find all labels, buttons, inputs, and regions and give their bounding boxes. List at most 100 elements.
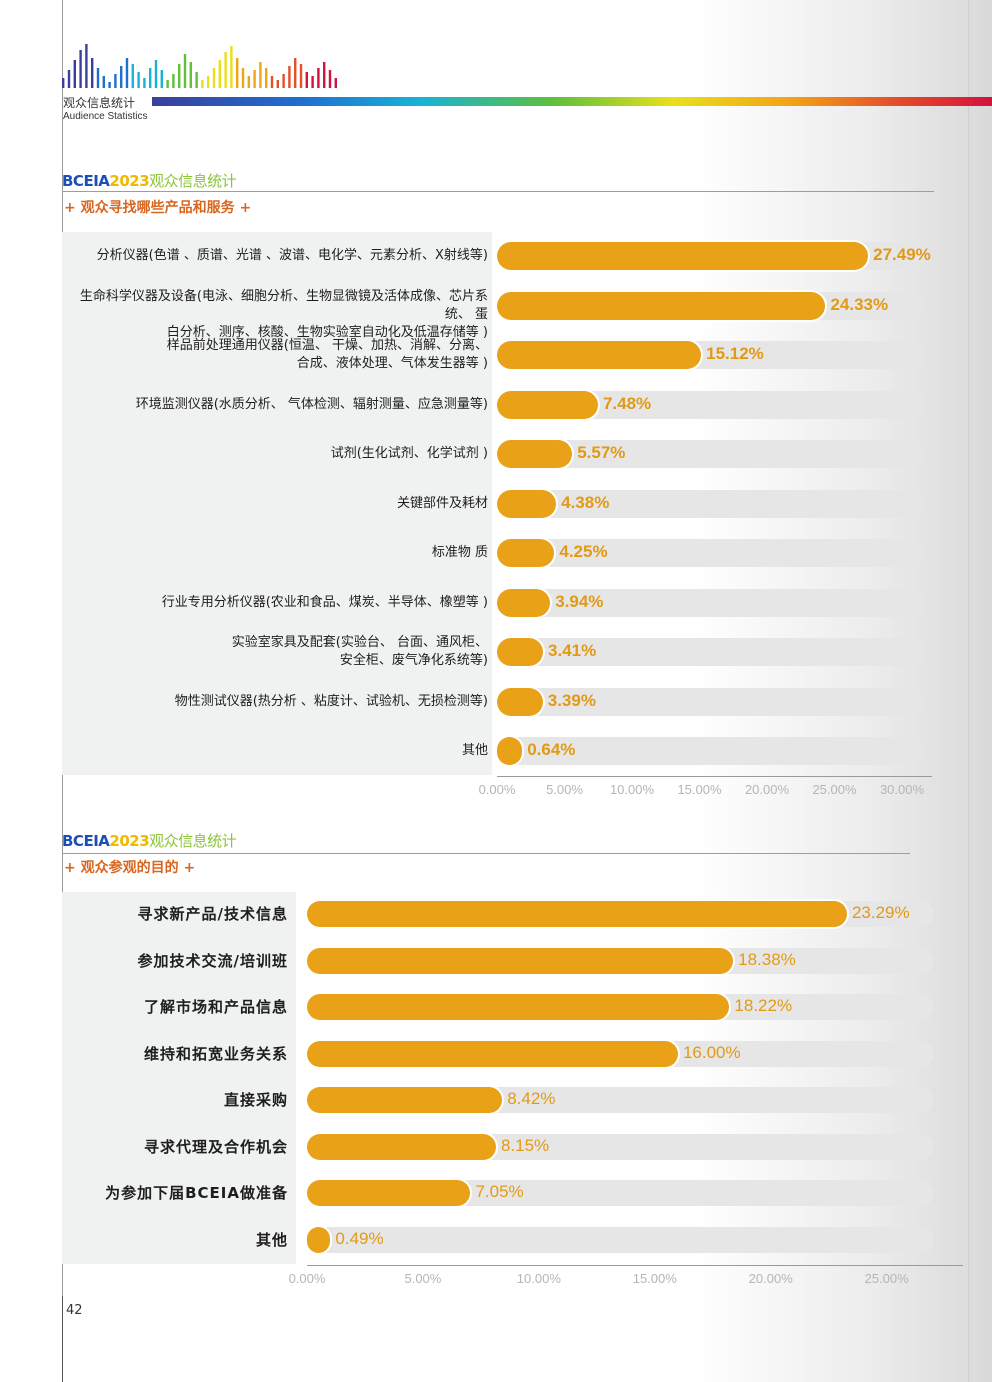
section1-year: 2023 [109, 172, 150, 190]
data-bar [497, 489, 557, 518]
category-label: 维持和拓宽业务关系 [143, 1044, 288, 1063]
category-label: 寻求代理及合作机会 [143, 1137, 288, 1156]
logo-bar [253, 70, 256, 88]
logo-bar [108, 82, 111, 88]
value-label: 4.38% [561, 492, 610, 512]
logo-bar [334, 78, 337, 88]
category-label: 分析仪器(色谱 、质谱、光谱 、波谱、电化学、元素分析、X射线等) [96, 248, 488, 263]
category-label: 了解市场和产品信息 [143, 998, 288, 1016]
logo-bar [317, 68, 320, 88]
data-bar [307, 1133, 496, 1160]
chart1-label-panel [62, 232, 492, 775]
category-label: 其他 [461, 743, 488, 758]
value-label: 3.41% [548, 641, 597, 660]
data-bar [497, 638, 544, 666]
logo-bar [328, 70, 332, 88]
value-label: 8.42% [507, 1089, 556, 1108]
logo-bar [149, 68, 152, 88]
bar-track [497, 638, 924, 666]
value-label: 7.05% [475, 1182, 524, 1201]
logo-bar [125, 58, 129, 88]
x-tick-label: 5.00% [546, 782, 583, 797]
logo-bar [201, 80, 204, 88]
category-label: 物性测试仪器(热分析 、粘度计、试验机、无损检测等) [174, 693, 488, 709]
logo-bar [207, 76, 210, 88]
logo-bar [183, 54, 187, 88]
logo-bar [299, 64, 303, 88]
bar-track [497, 687, 924, 716]
data-bar [307, 1180, 471, 1206]
x-axis-line [307, 1265, 963, 1266]
x-tick-label: 10.00% [609, 782, 655, 797]
section2-brand: BCEIA [62, 832, 110, 850]
logo-bar [79, 50, 82, 88]
value-label: 5.57% [577, 443, 626, 462]
value-label: 15.12% [706, 344, 764, 363]
logo-bar [212, 68, 216, 88]
data-bar [307, 1040, 678, 1067]
logo-bar [247, 76, 250, 88]
logo-bar [114, 74, 117, 88]
data-bar [307, 947, 734, 974]
category-label: 样品前处理通用仪器(恒温、 干燥、加热、消解、分离、 合成、液体处理、气体发生器… [166, 338, 488, 371]
logo-bar [276, 80, 279, 88]
section2-year: 2023 [109, 832, 150, 850]
data-bar [497, 440, 573, 468]
section1-title: BCEIA2023观众信息统计 [62, 170, 237, 191]
category-label: 实验室家具及配套(实验台、 台面、通风柜、 安全柜、废气净化系统等) [231, 635, 488, 668]
x-tick-label: 5.00% [404, 1271, 442, 1286]
logo-bar [85, 44, 88, 88]
x-tick-label: 20.00% [744, 782, 790, 797]
bar-track [497, 489, 924, 518]
section2-title: BCEIA2023观众信息统计 [62, 830, 237, 851]
logo-bar [166, 80, 169, 88]
value-label: 16.00% [682, 1042, 741, 1062]
page-fold-line [968, 0, 969, 1382]
x-tick-label: 0.00% [288, 1271, 326, 1286]
chart1-products-services: 27.49% 分析仪器(色谱 、质谱、光谱 、波谱、电化学、元素分析、X射线等) 2… [80, 242, 932, 797]
value-label: 3.39% [547, 690, 596, 710]
bar-track [497, 539, 924, 567]
value-label: 8.15% [500, 1135, 550, 1155]
logo-bar [189, 62, 192, 88]
equalizer-logo-icon [62, 44, 337, 88]
logo-bar [67, 70, 71, 88]
value-label: 18.22% [734, 996, 793, 1015]
logo-bar [218, 60, 221, 88]
bar-track [307, 1226, 934, 1253]
logo-bar [178, 64, 181, 88]
data-bar [497, 539, 555, 567]
x-tick-label: 25.00% [864, 1271, 909, 1286]
data-bar [497, 291, 826, 320]
logo-bar [91, 58, 94, 88]
category-label: 参加技术交流/培训班 [137, 951, 288, 970]
logo-bar [102, 76, 105, 88]
logo-bar [236, 58, 239, 88]
data-bar [497, 390, 598, 419]
bar-track [497, 737, 924, 765]
header-title-cn: 观众信息统计 [63, 96, 136, 110]
x-tick-label: 15.00% [632, 1271, 677, 1286]
section1-brand: BCEIA [62, 172, 110, 190]
section1-heading: 观众信息统计 [149, 172, 237, 190]
logo-bar [259, 62, 262, 88]
x-tick-label: 10.00% [516, 1271, 561, 1286]
x-tick-label: 20.00% [748, 1271, 793, 1286]
section2-subtitle: + 观众参观的目的 + [64, 860, 196, 876]
logo-bar [323, 62, 326, 88]
x-axis-line [497, 776, 932, 777]
logo-bar [143, 78, 146, 88]
value-label: 24.33% [830, 294, 889, 314]
logo-bar [270, 76, 274, 88]
data-bar [307, 901, 847, 927]
category-label: 直接采购 [223, 1091, 288, 1109]
page-number-rule [62, 1296, 63, 1382]
section2-rule [62, 853, 910, 854]
section2-heading: 观众信息统计 [149, 832, 237, 850]
logo-bar [311, 76, 314, 88]
value-label: 7.48% [602, 393, 652, 413]
x-tick-label: 15.00% [677, 782, 722, 797]
logo-bar [230, 46, 233, 88]
category-label: 试剂(生化试剂、化学试剂 ) [330, 446, 488, 461]
data-bar [497, 737, 523, 765]
